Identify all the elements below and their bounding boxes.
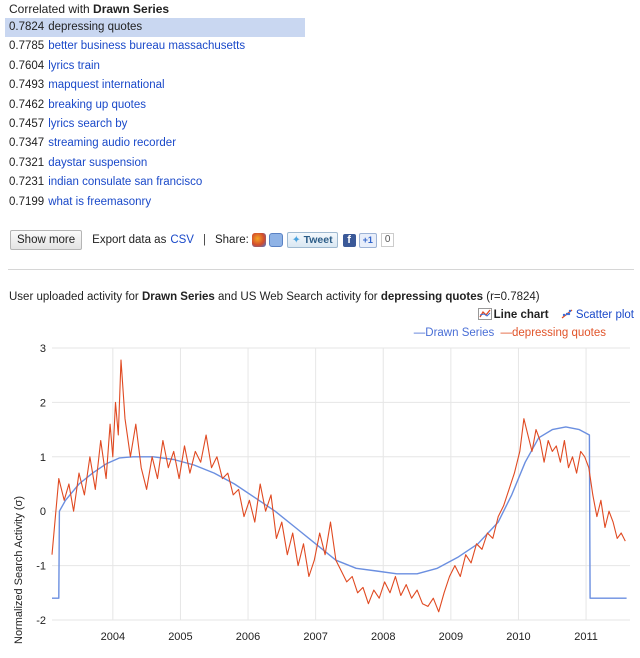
correlation-item[interactable]: 0.7199 what is freemasonry xyxy=(5,193,305,212)
correlation-score: 0.7785 xyxy=(9,40,45,53)
chart-view-switch: Line chart Scatter plot xyxy=(477,308,634,321)
correlation-score: 0.7457 xyxy=(9,117,45,130)
correlation-score: 0.7604 xyxy=(9,59,45,72)
y-tick-label: -2 xyxy=(36,615,46,627)
chart-title: User uploaded activity for Drawn Series … xyxy=(9,291,540,303)
plus-one-count: 0 xyxy=(380,233,395,247)
correlation-query-link[interactable]: lyrics train xyxy=(48,59,100,72)
section-divider xyxy=(8,269,634,270)
correlation-item[interactable]: 0.7785 better business bureau massachuset… xyxy=(5,37,305,56)
correlation-item[interactable]: 0.7824 depressing quotes xyxy=(5,18,305,38)
correlation-query-link[interactable]: depressing quotes xyxy=(48,21,143,33)
header-series-name: Drawn Series xyxy=(93,2,170,16)
line-chart-option[interactable]: Line chart xyxy=(477,308,552,321)
y-tick-label: 1 xyxy=(40,452,46,464)
buzz-share-icon[interactable] xyxy=(251,233,266,247)
correlation-query-link[interactable]: streaming audio recorder xyxy=(48,137,177,150)
chart-title-part: User uploaded activity for xyxy=(9,291,142,303)
chart-title-series: Drawn Series xyxy=(141,291,215,303)
line-chart-label: Line chart xyxy=(493,309,549,321)
x-axis-ticks: 2004 2005 2006 2007 2008 2009 2010 2011 xyxy=(101,631,598,643)
scatter-plot-option[interactable]: Scatter plot xyxy=(560,309,634,321)
correlation-query-link[interactable]: lyrics search by xyxy=(48,117,128,130)
correlation-query-link[interactable]: daystar suspension xyxy=(48,156,148,169)
x-tick-label: 2009 xyxy=(439,631,463,643)
correlation-score: 0.7493 xyxy=(9,79,45,92)
header-prefix: Correlated with xyxy=(9,2,94,16)
separator: | xyxy=(202,234,206,246)
line-chart: 3 2 1 0 -1 -2 2004 2005 2006 2007 2008 2009 2010 201… xyxy=(13,343,630,644)
depressing-quotes-line xyxy=(51,359,626,613)
correlation-query-link[interactable]: better business bureau massachusetts xyxy=(48,40,246,53)
export-label: Export data as xyxy=(92,234,167,246)
facebook-share-icon[interactable]: f xyxy=(342,233,356,247)
chart-series xyxy=(51,359,627,613)
y-axis-label: Normalized Search Activity (σ) xyxy=(13,496,25,644)
x-tick-label: 2010 xyxy=(506,631,530,643)
y-tick-label: 3 xyxy=(40,343,46,355)
chart-title-correlation: (r=0.7824) xyxy=(483,291,540,303)
y-tick-label: 0 xyxy=(40,506,46,518)
x-tick-label: 2004 xyxy=(101,631,125,643)
scatter-plot-label: Scatter plot xyxy=(575,309,634,321)
y-tick-label: -1 xyxy=(36,561,46,573)
scatter-plot-icon xyxy=(561,309,573,319)
correlation-query-link[interactable]: indian consulate san francisco xyxy=(48,176,203,189)
correlation-item[interactable]: 0.7457 lyrics search by xyxy=(5,115,305,134)
x-tick-label: 2011 xyxy=(574,631,598,643)
tweet-label: Tweet xyxy=(303,234,333,246)
correlation-item[interactable]: 0.7321 daystar suspension xyxy=(5,154,305,173)
correlation-score: 0.7199 xyxy=(9,195,45,208)
correlated-header: Correlated with Drawn Series xyxy=(9,2,169,16)
correlation-score: 0.7347 xyxy=(9,137,45,150)
correlation-query-link[interactable]: what is freemasonry xyxy=(48,195,152,208)
correlation-item[interactable]: 0.7462 breaking up quotes xyxy=(5,96,305,115)
x-tick-label: 2005 xyxy=(168,631,192,643)
plus-one-button[interactable]: +1 xyxy=(358,232,377,248)
y-tick-label: 2 xyxy=(40,397,46,409)
twitter-bird-icon: ✦ xyxy=(291,234,301,246)
chart-title-part: and US Web Search activity for xyxy=(214,291,381,303)
show-more-button[interactable]: Show more xyxy=(10,230,83,250)
x-tick-label: 2007 xyxy=(303,631,327,643)
correlation-item[interactable]: 0.7493 mapquest international xyxy=(5,76,305,95)
correlation-item[interactable]: 0.7604 lyrics train xyxy=(5,57,305,76)
legend-drawn-series: —Drawn Series xyxy=(413,327,495,339)
x-tick-label: 2008 xyxy=(371,631,395,643)
chart-legend: —Drawn Series —depressing quotes xyxy=(414,327,606,339)
email-share-icon[interactable] xyxy=(268,233,283,247)
correlation-score: 0.7462 xyxy=(9,98,45,111)
correlation-score: 0.7824 xyxy=(9,21,45,33)
y-axis-ticks: 3 2 1 0 -1 -2 xyxy=(36,343,46,627)
x-tick-label: 2006 xyxy=(236,631,260,643)
line-chart-icon xyxy=(477,308,492,320)
chart-title-query: depressing quotes xyxy=(380,291,484,303)
tweet-button[interactable]: ✦ Tweet xyxy=(286,232,338,248)
correlation-query-link[interactable]: mapquest international xyxy=(48,79,165,92)
correlation-item[interactable]: 0.7347 streaming audio recorder xyxy=(5,134,305,153)
correlation-item[interactable]: 0.7231 indian consulate san francisco xyxy=(5,173,305,192)
correlation-list: 0.7824 depressing quotes 0.7785 better busi… xyxy=(5,18,305,212)
correlation-query-link[interactable]: breaking up quotes xyxy=(48,98,147,111)
correlation-score: 0.7231 xyxy=(9,176,45,189)
share-label: Share: xyxy=(214,234,249,246)
legend-depressing-quotes: —depressing quotes xyxy=(500,327,606,339)
drawn-series-line xyxy=(52,426,627,599)
export-csv-link[interactable]: CSV xyxy=(170,234,194,246)
action-bar: Show more Export data as CSV | Share: ✦ … xyxy=(10,230,395,250)
chart-grid xyxy=(52,347,630,621)
correlation-score: 0.7321 xyxy=(9,156,45,169)
